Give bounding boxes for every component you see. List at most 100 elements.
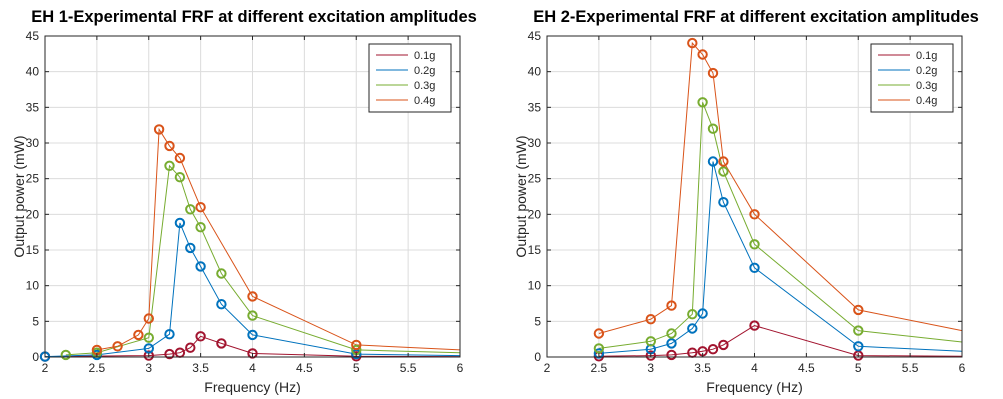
- legend-entry: 0.1g: [414, 50, 435, 62]
- chart-eh2: EH 2-Experimental FRF at different excit…: [513, 8, 979, 395]
- data-point-0.4g: [164, 140, 175, 152]
- chart-title: EH 1-Experimental FRF at different excit…: [31, 8, 477, 26]
- x-tick-label: 2.5: [89, 361, 106, 375]
- series-line-0.2g: [598, 161, 963, 354]
- x-tick-label: 5.5: [400, 361, 417, 375]
- data-point-0.1g: [185, 342, 196, 353]
- x-tick-label: 2: [42, 361, 49, 375]
- x-tick-label: 2.5: [591, 361, 608, 375]
- data-point-0.4g: [133, 329, 144, 341]
- data-point-0.1g: [666, 349, 677, 361]
- data-point-0.2g: [593, 348, 605, 359]
- data-point-0.3g: [593, 343, 605, 354]
- data-point-0.4g: [707, 67, 719, 79]
- data-point-0.2g: [853, 341, 864, 352]
- x-axis-label: Frequency (Hz): [204, 379, 300, 395]
- data-point-0.3g: [853, 325, 864, 336]
- y-tick-label: 25: [528, 172, 542, 186]
- data-point-0.1g: [247, 348, 258, 359]
- x-tick-label: 5.5: [902, 361, 919, 375]
- data-point-0.4g: [718, 156, 729, 167]
- y-tick-label: 40: [26, 65, 40, 79]
- x-tick-label: 3: [145, 361, 152, 375]
- x-tick-label: 3: [647, 361, 654, 375]
- y-tick-label: 25: [26, 172, 40, 186]
- y-tick-label: 0: [32, 350, 39, 364]
- data-point-0.2g: [185, 242, 196, 254]
- data-point-0.3g: [185, 204, 196, 215]
- y-tick-label: 40: [528, 65, 542, 79]
- data-point-0.3g: [174, 172, 186, 183]
- data-point-0.1g: [195, 331, 206, 342]
- x-tick-label: 4: [249, 361, 256, 375]
- x-tick-label: 4.5: [296, 361, 313, 375]
- y-tick-label: 45: [26, 29, 40, 43]
- legend-entry: 0.2g: [916, 65, 937, 77]
- data-point-0.2g: [195, 261, 206, 272]
- y-tick-label: 15: [26, 243, 40, 257]
- series-line-0.3g: [65, 164, 461, 356]
- data-point-0.3g: [707, 123, 719, 134]
- data-point-0.1g: [143, 350, 155, 361]
- y-tick-label: 35: [528, 100, 542, 114]
- series-line-0.4g: [598, 41, 963, 334]
- data-point-0.2g: [164, 329, 175, 340]
- legend: 0.1g 0.2g 0.3g 0.4g: [870, 43, 954, 113]
- data-point-0.4g: [153, 124, 165, 135]
- chart-panel-eh2: EH 2-Experimental FRF at different excit…: [502, 0, 1003, 399]
- data-point-0.3g: [143, 332, 155, 343]
- series-line-0.2g: [44, 222, 461, 358]
- legend-entry: 0.4g: [414, 95, 435, 107]
- data-point-0.3g: [666, 328, 677, 339]
- data-point-0.1g: [645, 350, 657, 361]
- x-tick-label: 5: [855, 361, 862, 375]
- data-point-0.3g: [195, 222, 206, 233]
- x-tick-label: 3.5: [192, 361, 209, 375]
- data-point-0.3g: [216, 268, 227, 279]
- x-tick-label: 4: [751, 361, 758, 375]
- x-tick-label: 2: [544, 361, 551, 375]
- y-tick-label: 35: [26, 100, 40, 114]
- y-tick-label: 30: [528, 136, 542, 150]
- data-point-0.3g: [697, 97, 708, 108]
- y-axis-label: Output power (mW): [513, 135, 529, 257]
- legend: 0.1g 0.2g 0.3g 0.4g: [368, 43, 452, 113]
- data-point-0.2g: [143, 343, 155, 354]
- y-tick-label: 10: [26, 279, 40, 293]
- data-point-0.1g: [718, 339, 729, 351]
- data-point-0.1g: [749, 320, 760, 331]
- x-tick-label: 6: [959, 361, 966, 375]
- data-point-0.3g: [247, 310, 258, 321]
- data-point-0.2g: [247, 329, 258, 341]
- data-point-0.2g: [697, 308, 708, 319]
- y-tick-label: 30: [26, 136, 40, 150]
- data-point-0.4g: [174, 152, 186, 164]
- y-tick-label: 0: [534, 350, 541, 364]
- legend-box: [870, 43, 954, 113]
- data-point-0.4g: [351, 339, 362, 351]
- data-point-0.4g: [697, 49, 708, 60]
- x-tick-label: 3.5: [694, 361, 711, 375]
- y-tick-label: 45: [528, 29, 542, 43]
- data-point-0.3g: [164, 160, 175, 172]
- chart-title: EH 2-Experimental FRF at different excit…: [533, 8, 979, 26]
- series-line-0.4g: [96, 127, 461, 351]
- series-line-0.3g: [598, 102, 963, 349]
- legend-entry: 0.2g: [414, 65, 435, 77]
- data-point-0.4g: [247, 291, 258, 302]
- x-tick-label: 4.5: [798, 361, 815, 375]
- data-point-0.2g: [216, 299, 227, 310]
- data-point-0.4g: [645, 314, 657, 325]
- x-tick-label: 6: [457, 361, 464, 375]
- x-tick-label: 5: [353, 361, 360, 375]
- data-point-0.3g: [749, 239, 760, 250]
- data-point-0.2g: [687, 323, 698, 334]
- data-point-0.1g: [164, 348, 175, 360]
- data-point-0.2g: [666, 338, 677, 349]
- y-tick-label: 5: [534, 314, 541, 328]
- data-point-0.2g: [174, 217, 186, 229]
- x-axis-label: Frequency (Hz): [706, 379, 802, 395]
- legend-box: [368, 43, 452, 113]
- y-tick-label: 5: [32, 314, 39, 328]
- data-point-0.4g: [853, 304, 864, 316]
